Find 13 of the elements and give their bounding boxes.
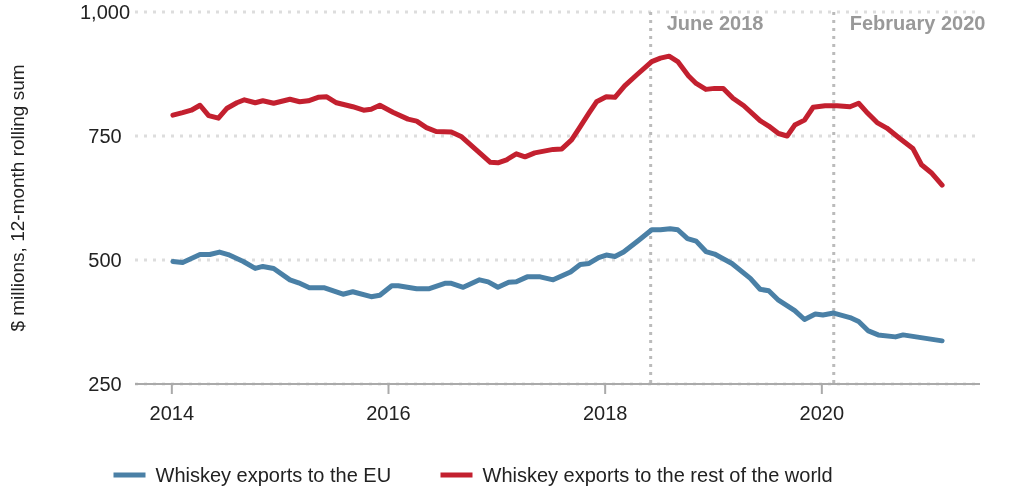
ref-line-label: June 2018: [666, 12, 764, 34]
ref-line-label: February 2020: [849, 12, 986, 34]
x-tick-label: 2018: [582, 402, 628, 424]
y-tick-label: 750: [88, 125, 122, 147]
legend-label: Whiskey exports to the EU: [155, 464, 392, 486]
y-tick-label: 1,000: [79, 1, 131, 23]
y-tick-label: 500: [88, 249, 122, 271]
x-tick-label: 2014: [149, 402, 195, 424]
y-tick-label: 250: [88, 373, 122, 395]
x-tick-label: 2016: [366, 402, 411, 424]
y-axis-title: $ millions, 12-month rolling sum: [7, 64, 28, 332]
legend-label: Whiskey exports to the rest of the world: [482, 464, 833, 486]
x-tick-label: 2020: [799, 402, 845, 424]
